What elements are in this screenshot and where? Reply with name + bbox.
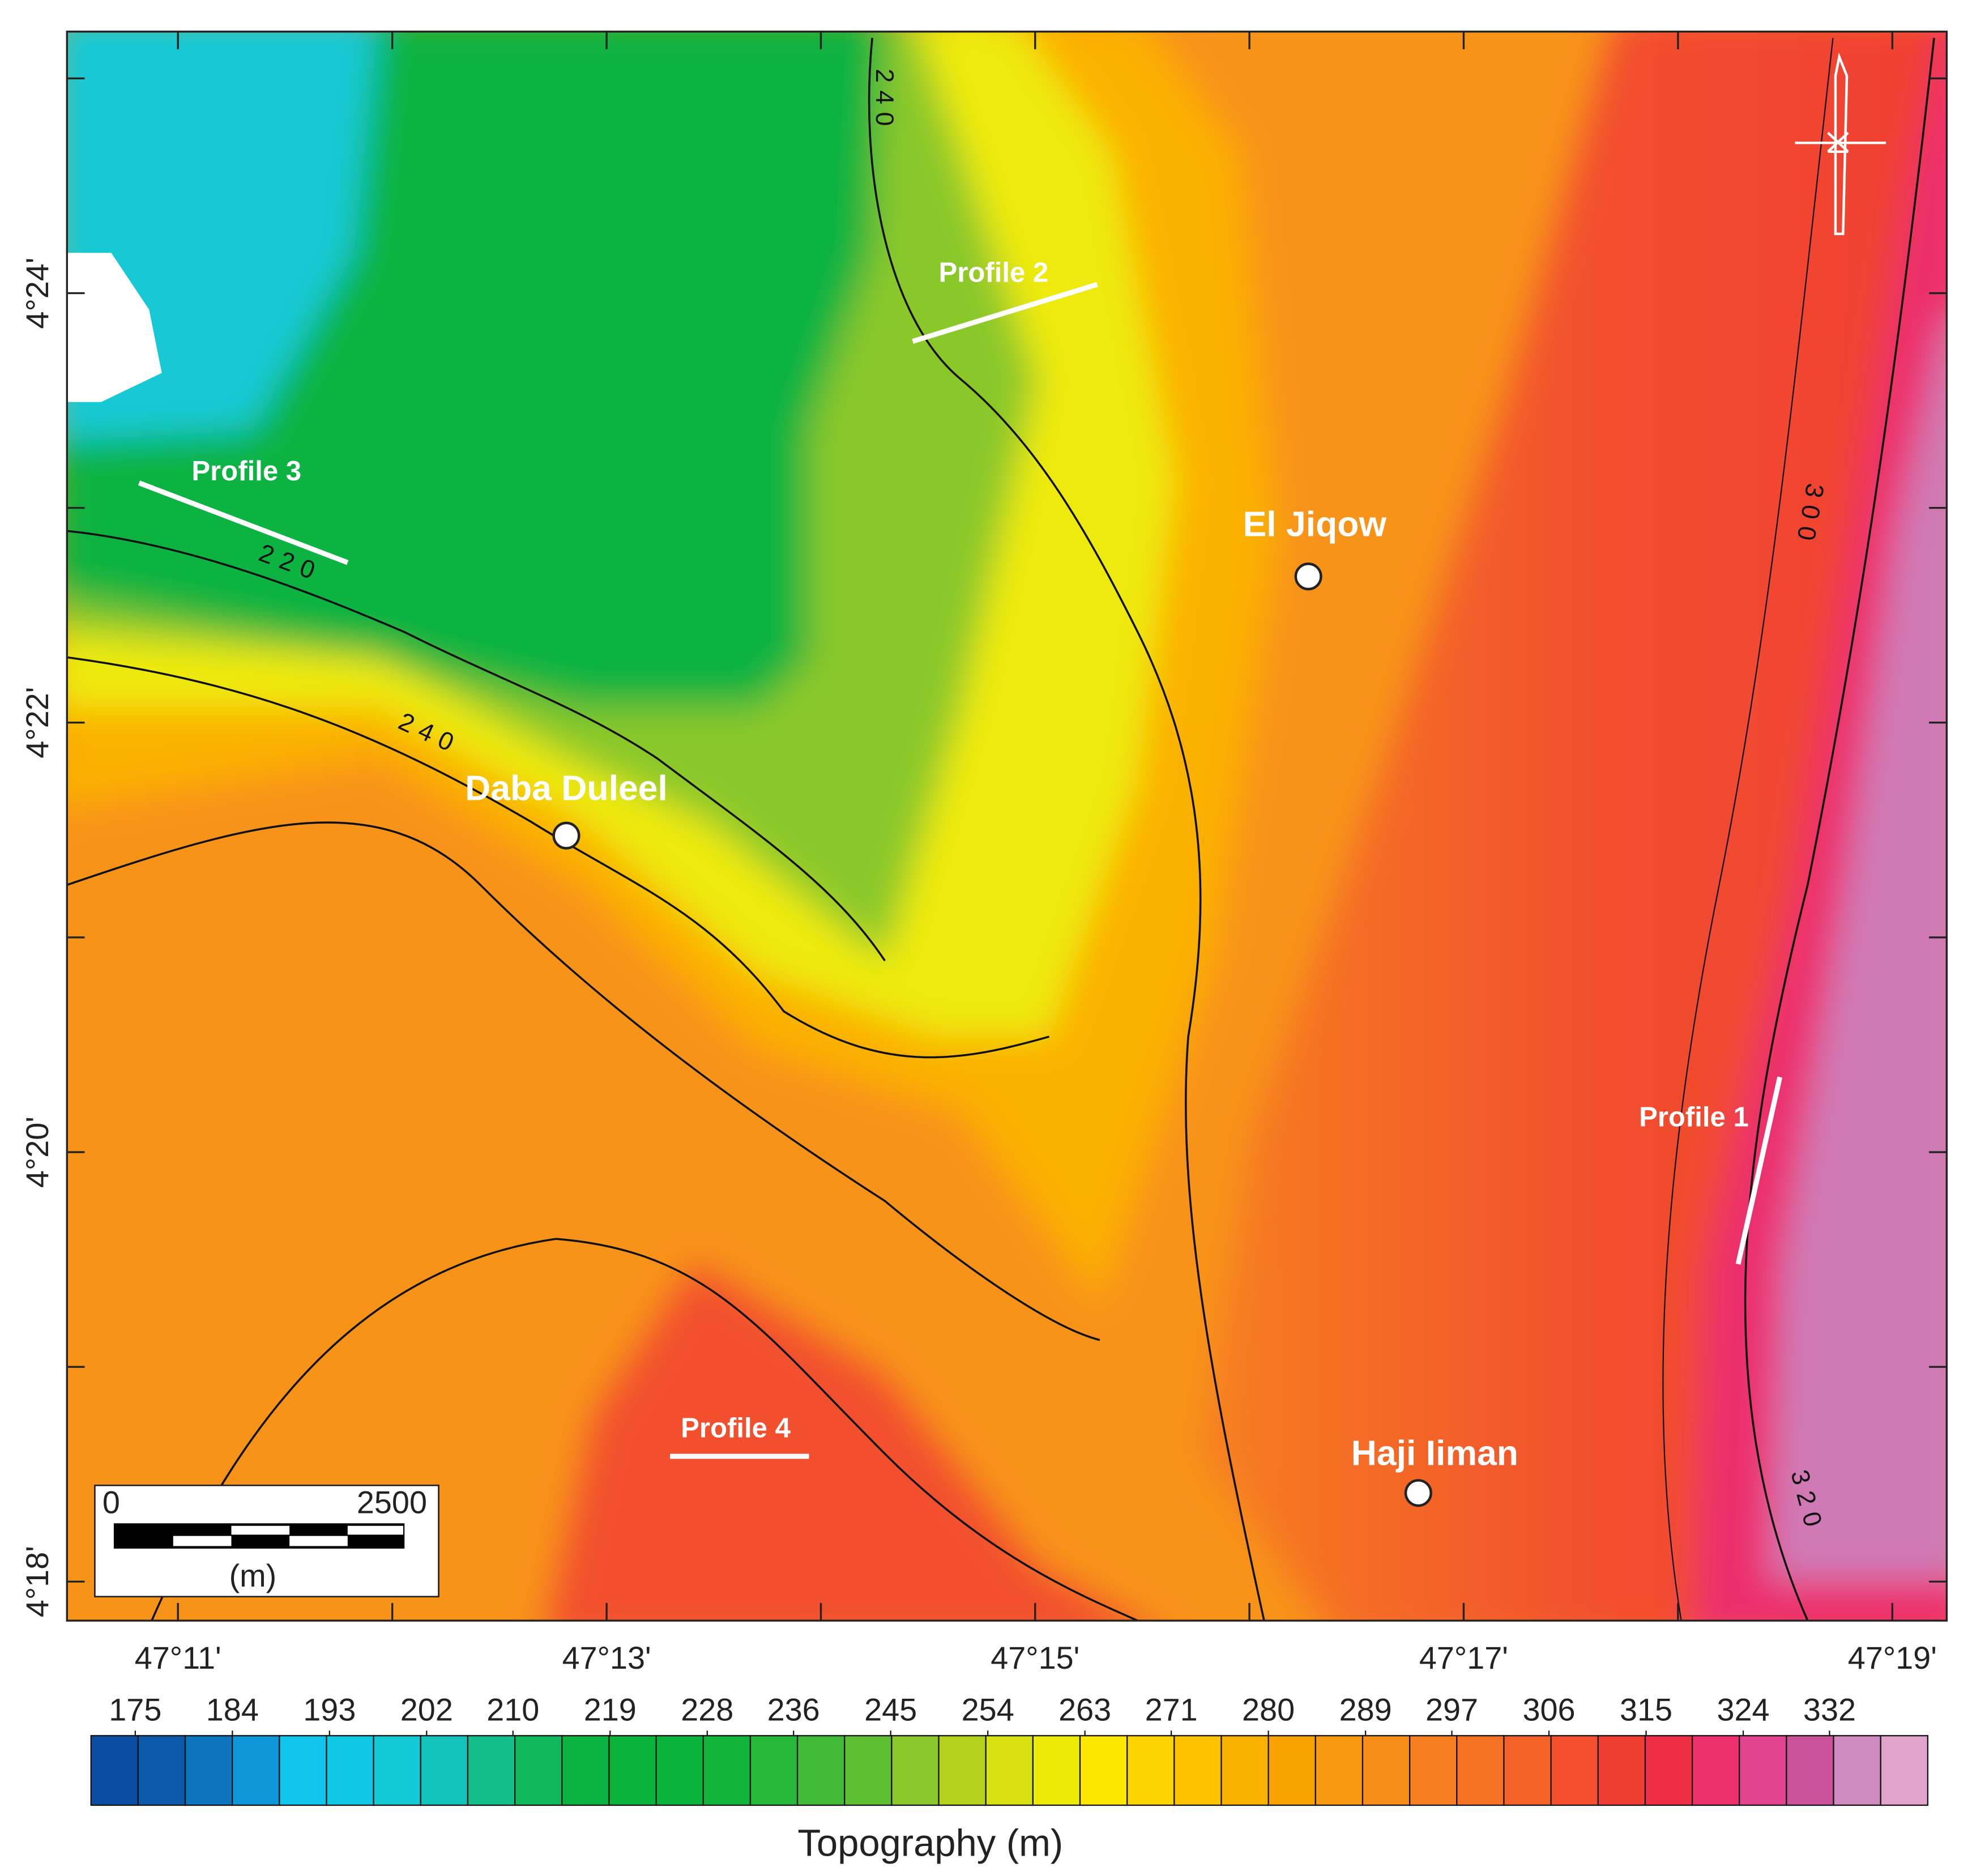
lat-tick-label: 4°24' xyxy=(19,258,55,329)
place-label: El Jiqow xyxy=(1243,504,1387,544)
colorbar-cell xyxy=(796,1735,846,1806)
lat-tick-label: 4°22' xyxy=(19,687,55,758)
lon-tick-label: 47°17' xyxy=(1419,1640,1508,1675)
colorbar-tick-label: 315 xyxy=(1620,1691,1672,1727)
colorbar-cell xyxy=(1833,1735,1881,1806)
contour-label: 240 xyxy=(870,69,898,134)
colorbar-tick-label: 263 xyxy=(1058,1691,1111,1727)
colorbar-cell xyxy=(1267,1735,1316,1806)
lon-tick-label: 47°15' xyxy=(991,1640,1079,1675)
profile-label: Profile 4 xyxy=(681,1413,791,1444)
colorbar-cell xyxy=(1503,1735,1552,1806)
colorbar-tick-label: 193 xyxy=(303,1691,356,1727)
colorbar-cell xyxy=(1126,1735,1175,1806)
colorbar-cell xyxy=(1173,1735,1222,1806)
colorbar-cell xyxy=(137,1735,186,1806)
colorbar-tick-label: 254 xyxy=(962,1691,1014,1727)
colorbar-cell xyxy=(702,1735,752,1806)
colorbar-cell xyxy=(561,1735,610,1806)
profile-label: Profile 3 xyxy=(191,456,301,487)
colorbar-cell xyxy=(985,1735,1034,1806)
colorbar-cell xyxy=(90,1735,139,1806)
contours xyxy=(67,37,1935,1621)
colorbar-tick-label: 271 xyxy=(1145,1691,1198,1727)
profile-label: Profile 2 xyxy=(939,258,1049,288)
colorbar-cell xyxy=(608,1735,657,1806)
colorbar-cell xyxy=(467,1735,516,1806)
colorbar-cell xyxy=(373,1735,421,1806)
colorbar-cell xyxy=(844,1735,893,1806)
lat-tick-label: 4°20' xyxy=(19,1116,55,1188)
place-marker xyxy=(1294,562,1322,591)
colorbar-label: Topography (m) xyxy=(797,1822,1063,1864)
colorbar-tick-label: 202 xyxy=(400,1691,453,1727)
colorbar-cell xyxy=(420,1735,469,1806)
colorbar-cell xyxy=(1644,1735,1693,1806)
colorbar-tick-label: 332 xyxy=(1803,1691,1856,1727)
colorbar-tick-label: 306 xyxy=(1523,1691,1576,1727)
profile-line xyxy=(138,480,349,565)
colorbar-cell xyxy=(1880,1735,1928,1806)
colorbar-tick-label: 236 xyxy=(767,1691,820,1727)
profile-label: Profile 1 xyxy=(1639,1102,1749,1133)
colorbar-tick-label: 184 xyxy=(206,1691,259,1727)
place-marker xyxy=(1404,1479,1432,1507)
profile-line xyxy=(912,282,1098,344)
colorbar-cell xyxy=(1550,1735,1599,1806)
scale-label: 0 xyxy=(103,1484,120,1520)
scale-bar xyxy=(113,1523,405,1549)
colorbar-cell xyxy=(1220,1735,1269,1806)
lon-tick-label: 47°19' xyxy=(1848,1640,1937,1675)
colorbar-cell xyxy=(184,1735,233,1806)
terrain xyxy=(67,31,1947,1621)
colorbar-cell xyxy=(749,1735,799,1806)
colorbar-cell xyxy=(891,1735,940,1806)
colorbar-tick-label: 219 xyxy=(584,1691,637,1727)
colorbar-tick-label: 280 xyxy=(1242,1691,1295,1727)
colorbar-cell xyxy=(1739,1735,1787,1806)
colorbar-tick-label: 210 xyxy=(486,1691,539,1727)
colorbar-tick-label: 297 xyxy=(1425,1691,1478,1727)
colorbar-cell xyxy=(279,1735,327,1806)
map-frame xyxy=(66,31,1948,1622)
place-label: Daba Duleel xyxy=(465,769,668,808)
lon-tick-label: 47°11' xyxy=(135,1640,221,1675)
scale-unit: (m) xyxy=(229,1558,277,1593)
colorbar-cell xyxy=(1314,1735,1364,1806)
colorbar-cell xyxy=(1456,1735,1505,1806)
colorbar-cell xyxy=(1361,1735,1411,1806)
north-arrow xyxy=(1795,52,1886,236)
colorbar-cell xyxy=(1597,1735,1646,1806)
colorbar-tick-label: 289 xyxy=(1339,1691,1392,1727)
colorbar-cell xyxy=(1409,1735,1458,1806)
colorbar-cell xyxy=(1786,1735,1834,1806)
lon-tick-label: 47°13' xyxy=(562,1640,651,1675)
colorbar-cell xyxy=(232,1735,280,1806)
colorbar-cell xyxy=(1691,1735,1740,1806)
colorbar-cell xyxy=(326,1735,374,1806)
lat-tick-label: 4°18' xyxy=(19,1546,55,1617)
colorbar-cell xyxy=(1032,1735,1081,1806)
profile-line xyxy=(1735,1076,1783,1265)
colorbar-tick-label: 245 xyxy=(864,1691,917,1727)
colorbar-tick-label: 228 xyxy=(681,1691,733,1727)
colorbar-tick-label: 175 xyxy=(109,1691,161,1727)
colorbar-cell xyxy=(655,1735,704,1806)
place-marker xyxy=(552,821,580,850)
place-label: Haji Iiman xyxy=(1351,1434,1518,1473)
colorbar-cell xyxy=(514,1735,563,1806)
scale-label: 2500 xyxy=(357,1484,427,1520)
colorbar-cell xyxy=(938,1735,987,1806)
colorbar-tick-label: 324 xyxy=(1717,1691,1769,1727)
colorbar-cell xyxy=(1079,1735,1128,1806)
